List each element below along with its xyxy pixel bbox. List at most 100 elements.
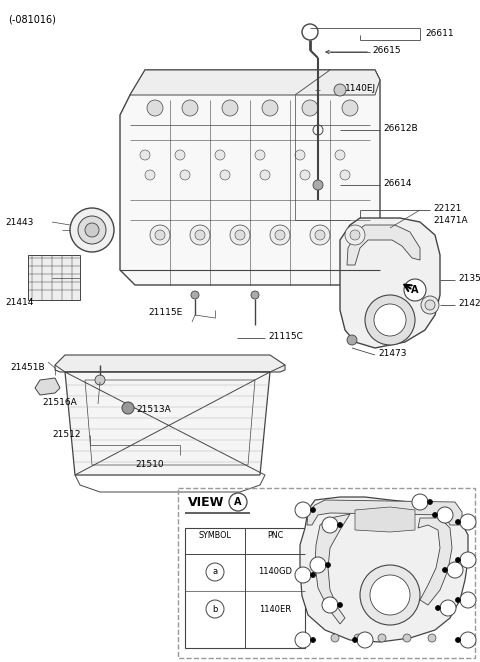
Circle shape [412,494,428,510]
Circle shape [147,100,163,116]
Circle shape [251,291,259,299]
Polygon shape [355,507,415,532]
Circle shape [295,567,311,583]
Text: b: b [327,520,333,530]
Circle shape [206,600,224,618]
Text: b: b [443,510,447,520]
Text: 26614: 26614 [383,179,411,188]
Circle shape [175,150,185,160]
Polygon shape [347,225,420,265]
Circle shape [456,598,460,602]
Text: a: a [418,498,422,506]
Circle shape [313,180,323,190]
Circle shape [122,402,134,414]
Circle shape [260,170,270,180]
Circle shape [215,150,225,160]
Circle shape [460,552,476,568]
Polygon shape [65,372,270,475]
Circle shape [229,493,247,511]
Text: 1140GD: 1140GD [258,567,292,577]
Circle shape [140,150,150,160]
Text: 21421: 21421 [458,299,480,308]
Text: 21473: 21473 [378,349,407,358]
Text: 21443: 21443 [5,218,34,227]
Circle shape [428,500,432,504]
Circle shape [460,514,476,530]
Text: a: a [466,518,470,526]
Text: 21516A: 21516A [42,398,77,407]
Circle shape [295,632,311,648]
Circle shape [78,216,106,244]
Circle shape [460,592,476,608]
Circle shape [331,634,339,642]
Circle shape [437,507,453,523]
Circle shape [270,225,290,245]
Bar [178,488,475,658]
Text: 21115E: 21115E [148,308,182,317]
Circle shape [315,230,325,240]
Circle shape [155,230,165,240]
Circle shape [262,100,278,116]
Text: a: a [466,555,470,565]
Polygon shape [120,70,380,285]
Bar [28,255,80,300]
Circle shape [404,279,426,301]
Circle shape [440,600,456,616]
Circle shape [428,634,436,642]
Circle shape [311,573,315,577]
Text: 26615: 26615 [372,46,401,55]
Polygon shape [418,518,452,605]
Circle shape [302,100,318,116]
Text: 21512: 21512 [52,430,81,439]
Circle shape [311,508,315,512]
Circle shape [206,563,224,581]
Circle shape [191,291,199,299]
Text: 21115C: 21115C [268,332,303,341]
Text: A: A [234,497,242,507]
Circle shape [275,230,285,240]
Circle shape [150,225,170,245]
Circle shape [182,100,198,116]
Text: b: b [362,636,367,645]
Circle shape [370,575,410,615]
Circle shape [432,512,437,518]
Circle shape [337,522,343,528]
Polygon shape [300,497,468,642]
Text: PNC: PNC [267,531,283,540]
Circle shape [360,565,420,625]
Circle shape [378,634,386,642]
Text: a: a [300,636,305,645]
Polygon shape [307,500,462,525]
Text: b: b [212,604,218,614]
Circle shape [310,557,326,573]
Circle shape [460,632,476,648]
Text: a: a [300,506,305,514]
Circle shape [352,638,358,643]
Text: a: a [300,571,305,579]
Text: 21350F: 21350F [458,274,480,283]
Circle shape [334,84,346,96]
Text: 21510: 21510 [135,460,164,469]
Circle shape [357,632,373,648]
Circle shape [180,170,190,180]
Circle shape [456,638,460,643]
Circle shape [347,335,357,345]
Text: 21471A: 21471A [433,216,468,225]
Circle shape [220,170,230,180]
Circle shape [447,562,463,578]
Circle shape [295,502,311,518]
Circle shape [342,100,358,116]
Circle shape [337,602,343,608]
Circle shape [95,375,105,385]
Circle shape [85,223,99,237]
Circle shape [322,597,338,613]
Text: 26611: 26611 [425,28,454,38]
Text: b: b [453,565,457,575]
Text: 21451B: 21451B [10,363,45,372]
Circle shape [145,170,155,180]
Circle shape [345,225,365,245]
Text: b: b [445,604,450,612]
Polygon shape [55,355,285,372]
Text: 21513A: 21513A [136,405,171,414]
Text: VIEW: VIEW [188,496,224,509]
